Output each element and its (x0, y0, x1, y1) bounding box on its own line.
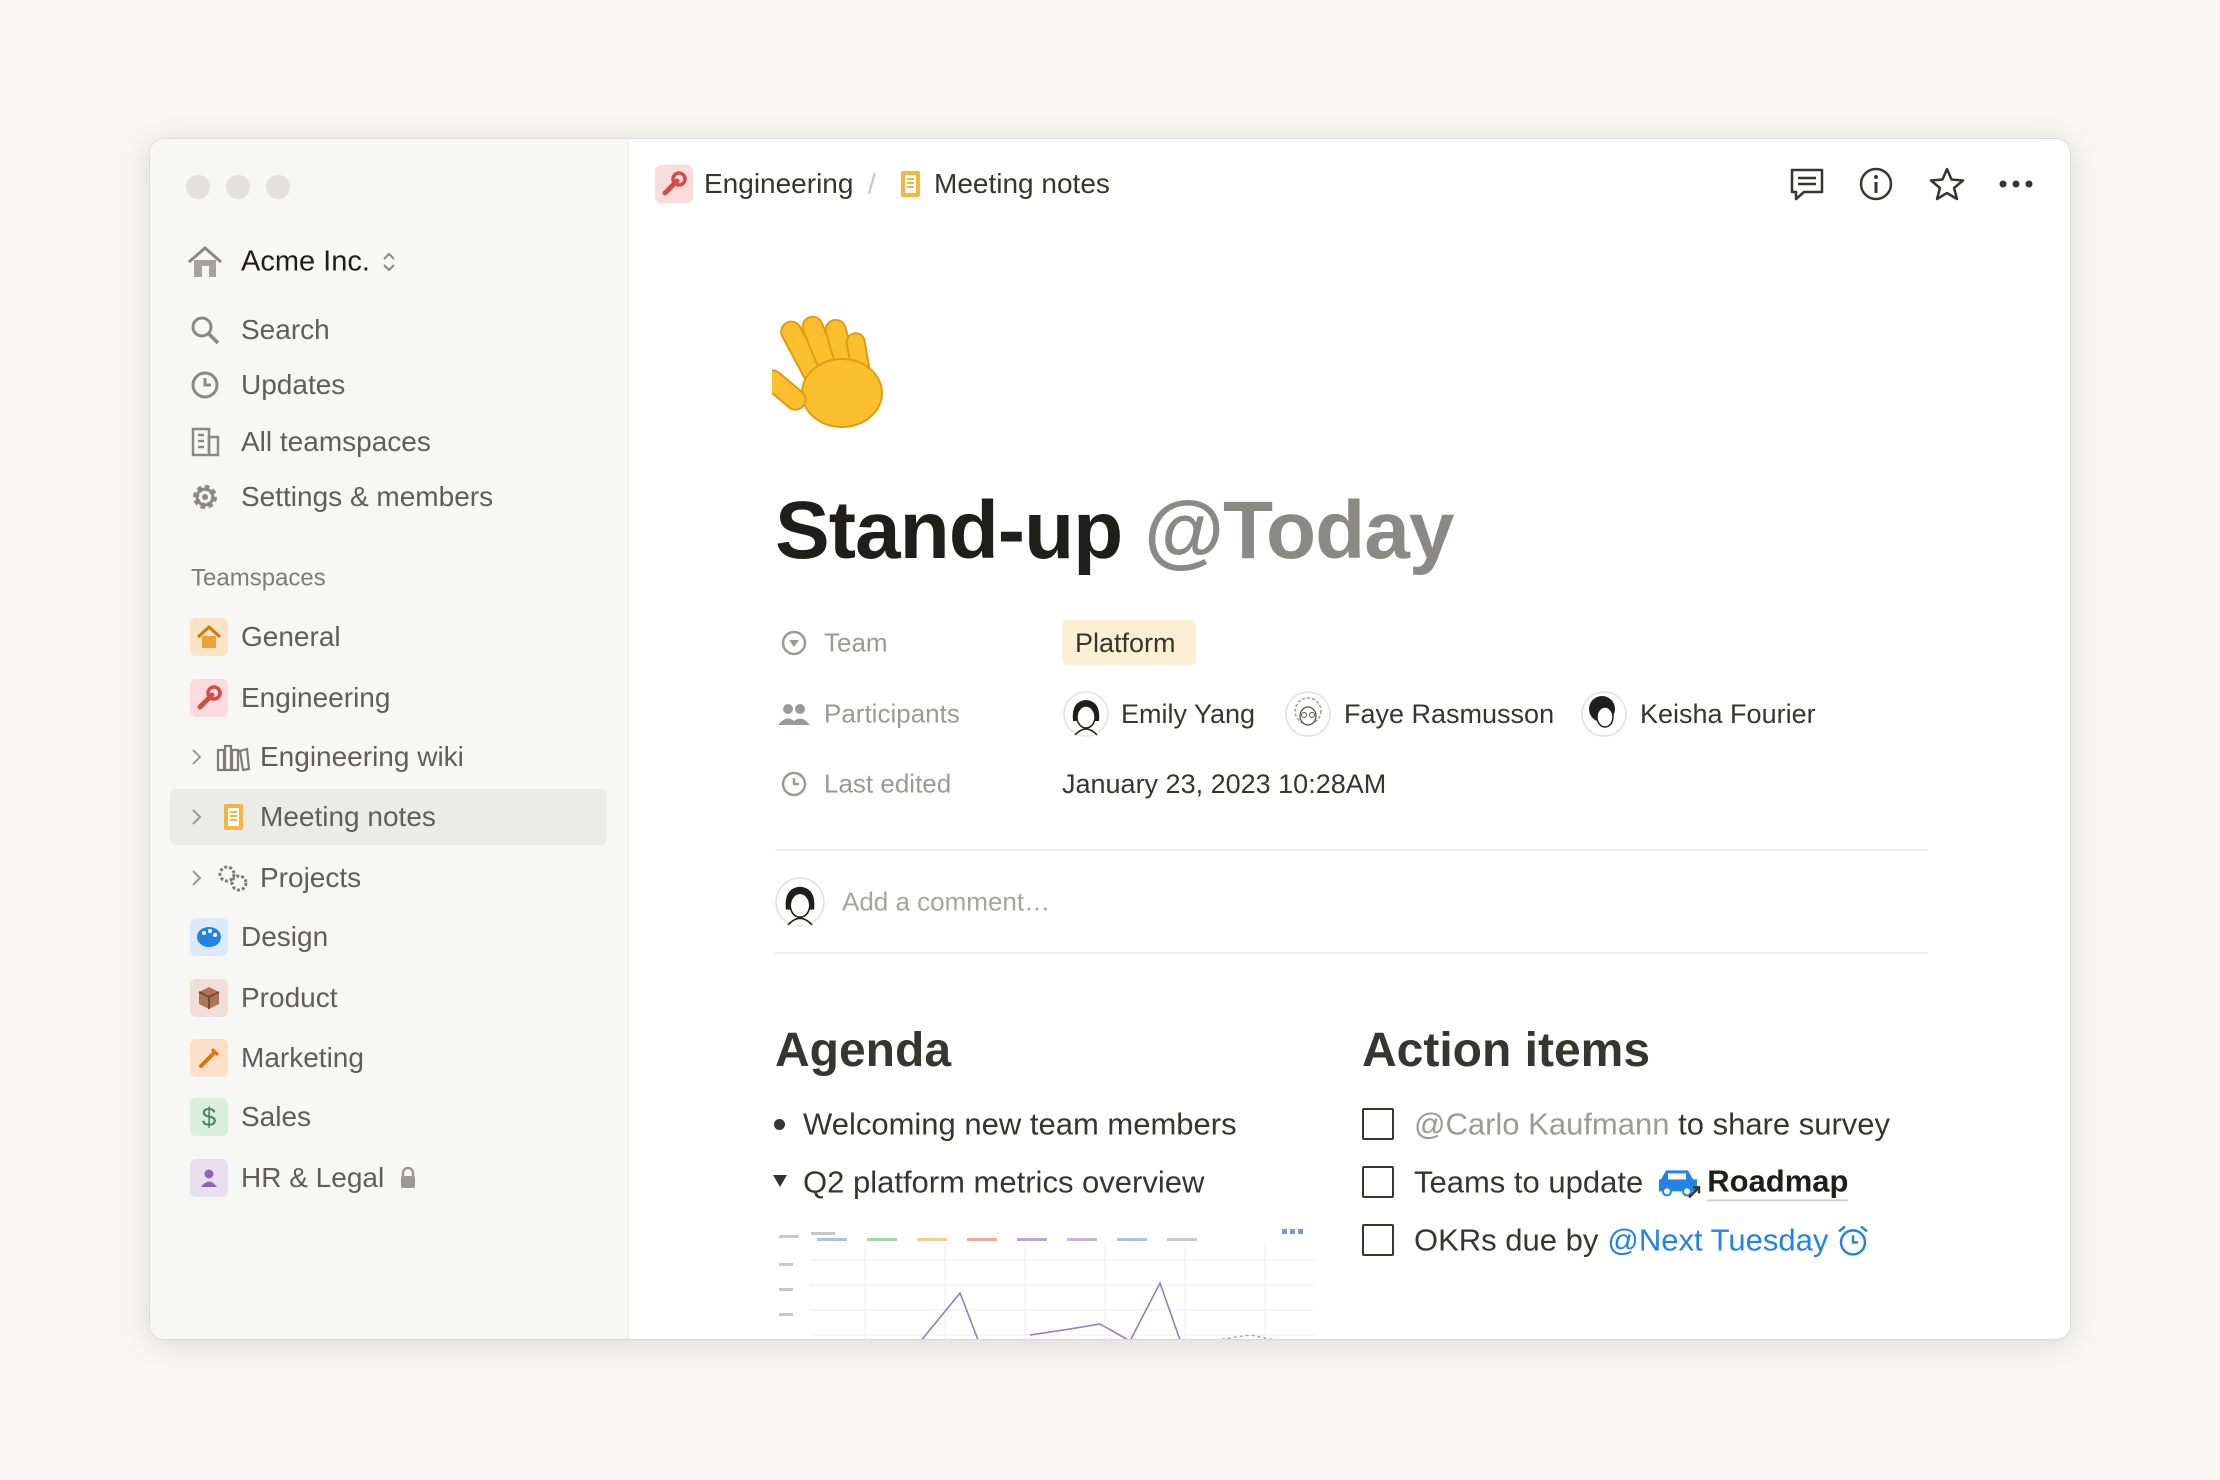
breadcrumb-item[interactable]: Engineering (704, 168, 854, 200)
breadcrumb-item[interactable]: Meeting notes (934, 168, 1110, 200)
nav-item[interactable]: Settings & members (241, 481, 494, 513)
heading: Action items (1362, 1024, 1651, 1078)
teamspace[interactable]: Product (241, 982, 338, 1014)
checkbox[interactable] (1362, 1108, 1394, 1140)
page-link[interactable]: Roadmap (1707, 1162, 1849, 1202)
teamspace[interactable]: Projects (260, 862, 362, 894)
page-icon[interactable] (772, 315, 898, 433)
date-mention[interactable]: @Next Tuesday (1607, 1222, 1829, 1258)
breadcrumb-icon (655, 165, 693, 203)
app-window: Acme Inc. Search Updates All teamspaces … (150, 139, 2070, 1339)
teamspace[interactable]: Meeting notes (260, 801, 436, 833)
info-button[interactable] (1858, 166, 1894, 202)
sidebar: Acme Inc. Search Updates All teamspaces … (150, 139, 629, 1339)
workspace-icon (188, 246, 222, 277)
avatar (1063, 691, 1109, 737)
more-button[interactable] (1998, 179, 2034, 189)
divider (775, 952, 1928, 954)
comment-avatar (775, 877, 825, 927)
title-date-mention[interactable]: @Today (1144, 484, 1454, 576)
mention[interactable]: @Carlo Kaufmann (1414, 1106, 1670, 1142)
person-name[interactable]: Keisha Fourier (1640, 698, 1816, 729)
teamspace[interactable]: Engineering wiki (260, 741, 464, 773)
teamspace-icon (190, 1159, 228, 1197)
workspace-name[interactable]: Acme Inc. (241, 245, 370, 278)
property-label: Last edited (824, 768, 952, 799)
teamspaces-icon (191, 427, 220, 457)
teamspace[interactable]: HR & Legal (241, 1162, 385, 1194)
teamspace[interactable]: Marketing (241, 1042, 364, 1074)
todo-text: OKRs due by (1414, 1222, 1599, 1258)
property-icon (781, 630, 807, 656)
expand-toggle[interactable] (189, 868, 203, 888)
page-title[interactable]: Stand-up @Today (775, 482, 1454, 580)
teamspace[interactable]: General (241, 621, 341, 653)
teamspace[interactable]: Engineering (241, 682, 391, 714)
tag-chip[interactable] (1062, 620, 1196, 665)
expand-toggle[interactable] (189, 807, 203, 827)
reminder-icon (1838, 1225, 1869, 1256)
chart-thumbnail (779, 1229, 1315, 1339)
avatar (1285, 691, 1331, 737)
divider (775, 849, 1928, 851)
link-icon (1659, 1170, 1701, 1198)
property-icon (781, 771, 807, 797)
search-icon (191, 316, 220, 345)
teamspace-icon (224, 804, 243, 830)
window-close[interactable] (186, 175, 210, 199)
window-minimize[interactable] (226, 175, 250, 199)
teamspace-icon (190, 679, 228, 717)
checkbox[interactable] (1362, 1224, 1394, 1256)
teamspace-icon: $ (190, 1098, 228, 1136)
list-item: Welcoming new team members (803, 1106, 1237, 1142)
expand-toggle[interactable] (189, 747, 203, 767)
avatar (1581, 691, 1627, 737)
nav-item[interactable]: All teamspaces (241, 426, 431, 458)
tag-label: Platform (1075, 627, 1176, 658)
window-maximize[interactable] (266, 175, 290, 199)
teamspace-icon (190, 918, 228, 956)
title-text: Stand-up (775, 484, 1123, 576)
favorite-button[interactable] (1928, 166, 1966, 202)
teamspace-icon (190, 618, 228, 656)
person-name[interactable]: Faye Rasmusson (1344, 698, 1555, 729)
todo-item: Teams to update Roadmap (1414, 1162, 1849, 1202)
section-label: Teamspaces (191, 564, 326, 592)
nav-item[interactable]: Search (241, 314, 330, 346)
teamspace[interactable]: Sales (241, 1101, 312, 1133)
lock-icon (401, 1166, 415, 1188)
comments-button[interactable] (1788, 166, 1826, 202)
updates-icon (191, 371, 219, 399)
property-label: Team (824, 627, 888, 658)
todo-item: OKRs due by @Next Tuesday (1414, 1221, 1870, 1258)
teamspace-icon (190, 1039, 228, 1077)
teamspace-icon (218, 865, 248, 892)
toggle-arrow[interactable] (772, 1174, 788, 1188)
checkbox[interactable] (1362, 1166, 1394, 1198)
breadcrumb-icon (901, 171, 920, 197)
teamspace-icon (216, 744, 250, 772)
settings-icon (193, 485, 217, 509)
todo-text: Teams to update (1414, 1164, 1644, 1200)
heading: Agenda (775, 1024, 952, 1078)
bullet (774, 1119, 785, 1130)
teamspace[interactable]: Design (241, 921, 329, 953)
property-icon (778, 704, 810, 725)
nav-item[interactable]: Updates (241, 369, 346, 401)
list-item: Q2 platform metrics overview (803, 1164, 1205, 1200)
property-value: January 23, 2023 10:28AM (1062, 768, 1387, 799)
teamspace-icon (190, 979, 228, 1017)
person-name[interactable]: Emily Yang (1121, 698, 1256, 729)
property-label: Participants (824, 698, 960, 729)
todo-item: @Carlo Kaufmann to share survey (1414, 1105, 1890, 1142)
todo-text: to share survey (1678, 1106, 1891, 1142)
workspace-switcher[interactable] (381, 250, 397, 274)
comment-input[interactable]: Add a comment… (842, 886, 1051, 917)
breadcrumb-separator: / (868, 168, 876, 200)
